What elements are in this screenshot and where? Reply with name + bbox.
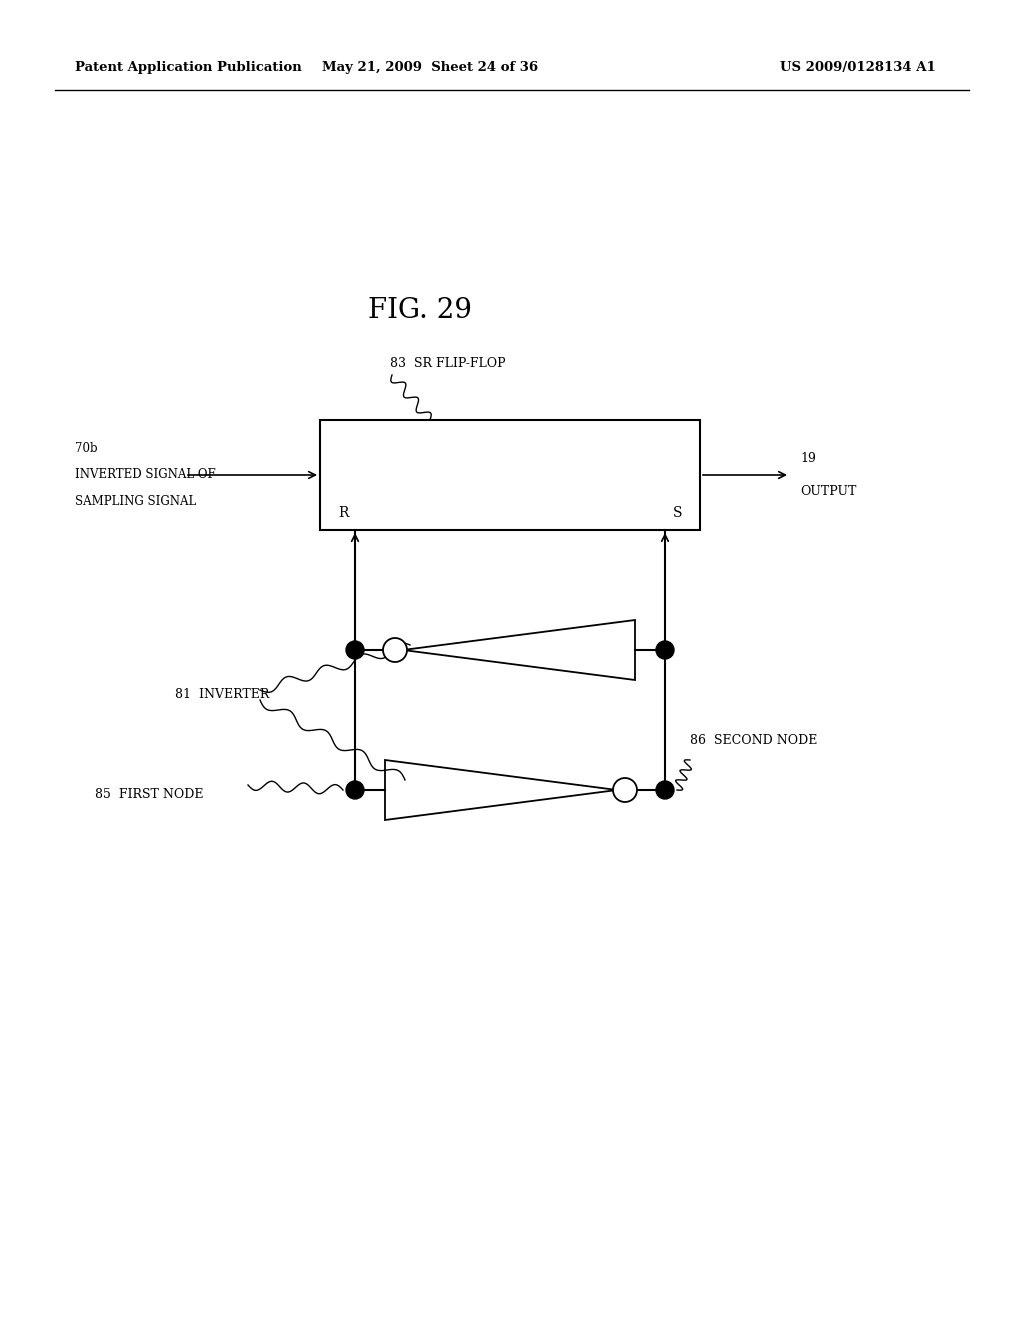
Text: INVERTED SIGNAL OF: INVERTED SIGNAL OF	[75, 469, 216, 482]
Text: FIG. 29: FIG. 29	[368, 297, 472, 323]
Text: SAMPLING SIGNAL: SAMPLING SIGNAL	[75, 495, 197, 508]
Text: US 2009/0128134 A1: US 2009/0128134 A1	[780, 62, 936, 74]
Text: OUTPUT: OUTPUT	[800, 484, 856, 498]
Text: 86  SECOND NODE: 86 SECOND NODE	[690, 734, 817, 747]
Text: 81  INVERTER: 81 INVERTER	[175, 689, 269, 701]
Text: 85  FIRST NODE: 85 FIRST NODE	[95, 788, 204, 801]
Text: 70b: 70b	[75, 442, 97, 455]
Circle shape	[383, 638, 407, 663]
Text: 19: 19	[800, 451, 816, 465]
Circle shape	[613, 777, 637, 803]
Circle shape	[656, 642, 674, 659]
Text: Patent Application Publication: Patent Application Publication	[75, 62, 302, 74]
Text: 83  SR FLIP-FLOP: 83 SR FLIP-FLOP	[390, 356, 506, 370]
Text: May 21, 2009  Sheet 24 of 36: May 21, 2009 Sheet 24 of 36	[322, 62, 538, 74]
Text: S: S	[673, 506, 682, 520]
Circle shape	[656, 781, 674, 799]
Text: R: R	[338, 506, 348, 520]
Circle shape	[346, 781, 364, 799]
Bar	[319, 420, 700, 531]
Circle shape	[346, 642, 364, 659]
